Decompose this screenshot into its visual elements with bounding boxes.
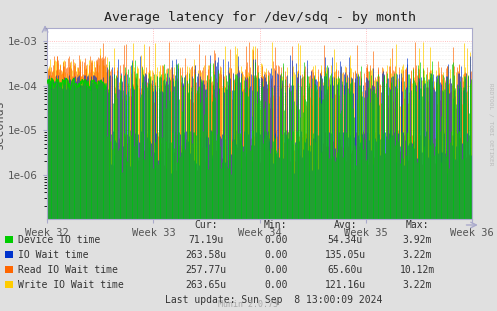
Text: Avg:: Avg: [333,220,357,230]
Text: Read IO Wait time: Read IO Wait time [18,265,118,275]
Text: Device IO time: Device IO time [18,235,100,245]
Text: IO Wait time: IO Wait time [18,250,88,260]
Text: 54.34u: 54.34u [328,235,363,245]
Text: 0.00: 0.00 [264,265,288,275]
Text: RRDTOOL / TOBI OETIKER: RRDTOOL / TOBI OETIKER [489,83,494,166]
Text: 3.92m: 3.92m [403,235,432,245]
Text: Cur:: Cur: [194,220,218,230]
Text: 0.00: 0.00 [264,235,288,245]
Text: 135.05u: 135.05u [325,250,366,260]
Text: 263.58u: 263.58u [186,250,227,260]
Text: 3.22m: 3.22m [403,250,432,260]
Text: 65.60u: 65.60u [328,265,363,275]
Text: Max:: Max: [406,220,429,230]
Text: 0.00: 0.00 [264,250,288,260]
Text: Munin 2.0.73: Munin 2.0.73 [219,300,278,309]
Text: 263.65u: 263.65u [186,280,227,290]
Text: Write IO Wait time: Write IO Wait time [18,280,124,290]
Text: Last update: Sun Sep  8 13:00:09 2024: Last update: Sun Sep 8 13:00:09 2024 [165,295,382,305]
Text: 121.16u: 121.16u [325,280,366,290]
Text: 257.77u: 257.77u [186,265,227,275]
Text: Min:: Min: [264,220,288,230]
Title: Average latency for /dev/sdq - by month: Average latency for /dev/sdq - by month [104,11,415,24]
Text: 10.12m: 10.12m [400,265,435,275]
Y-axis label: seconds: seconds [0,99,5,149]
Text: 0.00: 0.00 [264,280,288,290]
Text: 3.22m: 3.22m [403,280,432,290]
Text: 71.19u: 71.19u [189,235,224,245]
